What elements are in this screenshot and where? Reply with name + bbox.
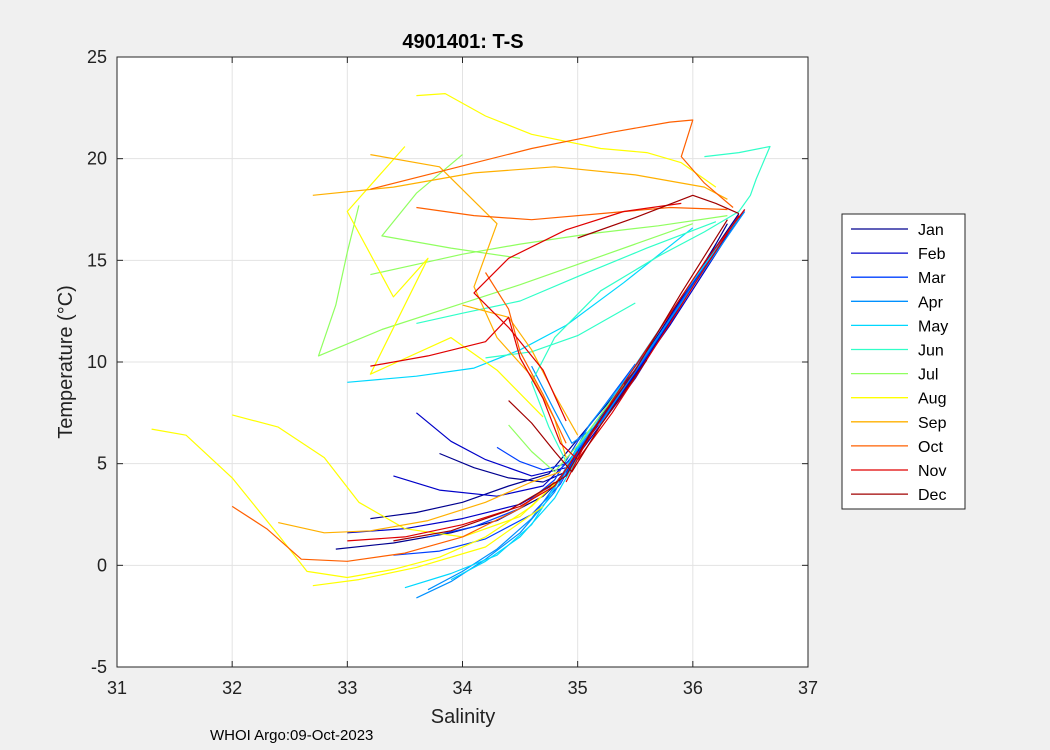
- legend-label-jan: Jan: [918, 222, 944, 239]
- profile-line-dec: [577, 194, 740, 239]
- y-axis-label: Temperature (°C): [55, 285, 77, 439]
- x-tick-label: 36: [683, 678, 703, 698]
- profile-line-sep: [312, 166, 728, 200]
- profile-line-jun: [416, 221, 717, 324]
- series-oct: [231, 119, 734, 562]
- profile-line-mar: [496, 264, 705, 471]
- profile-line-aug: [346, 146, 544, 418]
- legend-label-apr: Apr: [918, 294, 944, 311]
- y-tick-label: 10: [87, 352, 107, 372]
- legend-label-nov: Nov: [918, 463, 946, 480]
- series-jun: [416, 145, 771, 462]
- legend-label-dec: Dec: [918, 487, 946, 504]
- x-tick-label: 34: [452, 678, 472, 698]
- series-dec: [393, 194, 740, 542]
- series-nov: [347, 202, 746, 542]
- profile-line-jun: [485, 302, 636, 359]
- x-axis-label: Salinity: [431, 706, 495, 728]
- profile-line-jun: [530, 145, 771, 462]
- profile-line-oct: [484, 272, 567, 444]
- profile-line-dec: [508, 359, 648, 473]
- profile-line-sep: [278, 471, 561, 534]
- legend-label-feb: Feb: [918, 246, 946, 263]
- profile-line-feb: [393, 302, 682, 497]
- y-tick-label: 20: [87, 149, 107, 169]
- legend-box: [841, 213, 966, 510]
- x-tick-label: 33: [337, 678, 357, 698]
- footer-credit: WHOI Argo:09-Oct-2023: [210, 727, 374, 744]
- legend-label-mar: Mar: [918, 270, 946, 287]
- profile-line-nov: [473, 202, 682, 422]
- chart-title: 4901401: T-S: [402, 31, 523, 53]
- profile-line-nov: [370, 215, 740, 461]
- legend-label-may: May: [918, 318, 948, 335]
- legend-label-sep: Sep: [918, 415, 947, 432]
- legend: Jan Feb Mar Apr May Jun Jul Aug Sep Oct Nov Dec: [841, 213, 966, 510]
- profile-line-nov: [565, 209, 746, 483]
- legend-label-jul: Jul: [918, 367, 938, 384]
- profile-line-jan: [370, 213, 740, 520]
- y-tick-label: 25: [87, 47, 107, 67]
- profile-line-jul: [508, 384, 625, 473]
- legend-label-aug: Aug: [918, 391, 946, 408]
- y-tick-label: -5: [91, 657, 107, 677]
- profile-line-oct: [416, 206, 728, 221]
- x-tick-label: 31: [107, 678, 127, 698]
- legend-label-jun: Jun: [918, 343, 944, 360]
- y-tick-label: 5: [97, 454, 107, 474]
- profile-line-aug: [151, 428, 561, 579]
- profile-line-dec: [393, 219, 728, 542]
- profile-line-oct: [231, 481, 555, 562]
- profile-line-jul: [370, 215, 728, 276]
- profile-line-aug: [312, 505, 544, 587]
- legend-label-oct: Oct: [918, 439, 943, 456]
- x-tick-label: 32: [222, 678, 242, 698]
- y-tick-label: 15: [87, 250, 107, 270]
- profile-line-apr: [427, 351, 648, 591]
- x-tick-label: 35: [568, 678, 588, 698]
- profile-line-aug: [232, 414, 556, 538]
- profile-line-oct: [370, 119, 734, 208]
- x-tick-label: 37: [798, 678, 818, 698]
- profile-line-may: [450, 457, 579, 581]
- profile-line-sep: [462, 304, 579, 436]
- profile-line-jul: [317, 205, 694, 357]
- y-tick-label: 0: [97, 555, 107, 575]
